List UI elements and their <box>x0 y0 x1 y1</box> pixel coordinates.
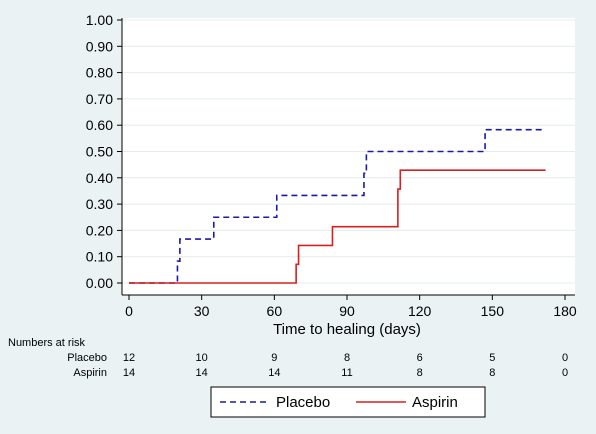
risk-value: 8 <box>344 352 350 364</box>
risk-row-label: Placebo <box>67 352 107 364</box>
axes: 0.00 0.10 0.20 0.30 0.40 0.50 0.60 0.70 0.80 0.90… <box>86 12 577 319</box>
risk-value: 10 <box>196 352 208 364</box>
risk-row-label: Aspirin <box>73 367 107 379</box>
y-tick-label: 0.90 <box>86 38 113 54</box>
y-tick-label: 0.50 <box>86 144 113 160</box>
x-tick-label: 30 <box>194 303 210 319</box>
x-tick-label: 180 <box>553 303 577 319</box>
gridlines <box>122 19 575 284</box>
y-tick-label: 0.10 <box>86 249 113 265</box>
y-tick-label: 0.20 <box>86 222 113 238</box>
risk-value: 12 <box>123 352 135 364</box>
risk-table-title: Numbers at risk <box>8 337 86 349</box>
plot-area <box>122 18 575 295</box>
risk-value: 8 <box>489 367 495 379</box>
risk-value: 14 <box>268 367 280 379</box>
series-line-aspirin <box>129 169 546 284</box>
y-tick-label: 0.70 <box>86 91 113 107</box>
series-line-placebo <box>129 128 546 284</box>
series-lines <box>129 128 546 284</box>
risk-table: Numbers at risk Placebo 12 10 9 8 6 5 0 Aspirin 1… <box>8 337 568 379</box>
risk-value: 5 <box>489 352 495 364</box>
y-tick-label: 0.30 <box>86 196 113 212</box>
legend: Placebo Aspirin <box>210 386 486 418</box>
legend-label-aspirin: Aspirin <box>412 394 458 411</box>
risk-value: 0 <box>562 367 568 379</box>
legend-box <box>210 386 486 418</box>
risk-value: 14 <box>123 367 135 379</box>
y-tick-label: 0.80 <box>86 65 113 81</box>
risk-value: 14 <box>196 367 208 379</box>
x-tick-label: 150 <box>481 303 505 319</box>
risk-value: 9 <box>271 352 277 364</box>
x-tick-label: 90 <box>339 303 355 319</box>
legend-label-placebo: Placebo <box>276 394 330 411</box>
x-tick-label: 60 <box>267 303 283 319</box>
risk-value: 0 <box>562 352 568 364</box>
y-tick-label: 0.00 <box>86 275 113 291</box>
y-tick-label: 1.00 <box>86 12 113 28</box>
x-tick-label: 0 <box>125 303 133 319</box>
x-tick-label: 120 <box>408 303 432 319</box>
y-tick-label: 0.60 <box>86 117 113 133</box>
x-axis-title: Time to healing (days) <box>273 321 421 338</box>
y-tick-label: 0.40 <box>86 170 113 186</box>
risk-value: 6 <box>417 352 423 364</box>
risk-value: 11 <box>341 367 352 379</box>
risk-value: 8 <box>417 367 423 379</box>
